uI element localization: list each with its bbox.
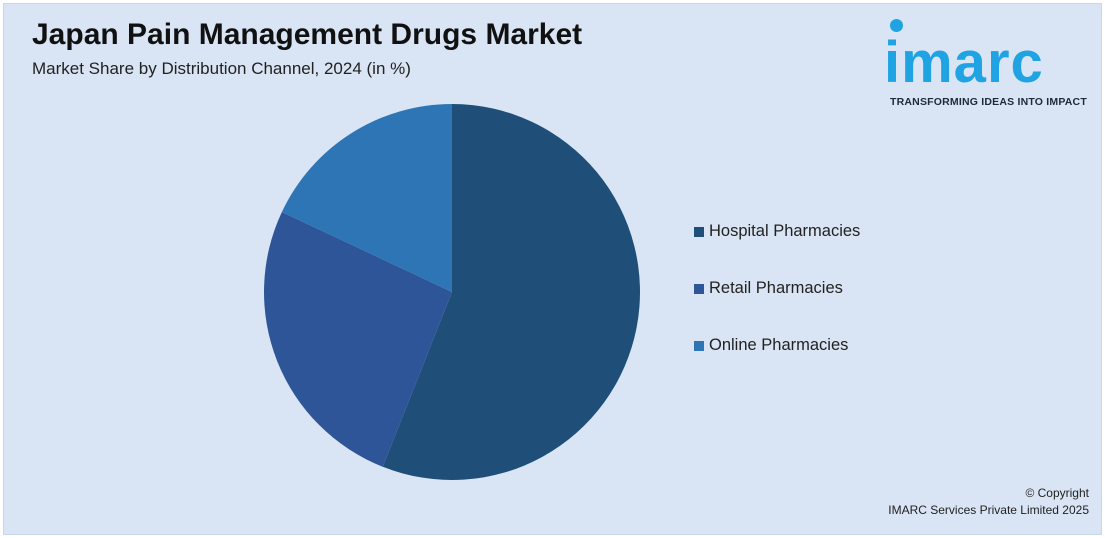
pie-slice-online-pharmacies	[281, 104, 452, 292]
pie-chart	[263, 104, 640, 480]
legend-item-online-pharmacies: Online Pharmacies	[694, 336, 848, 355]
copyright-line-1: © Copyright	[1025, 486, 1089, 500]
copyright-line-2: IMARC Services Private Limited 2025	[888, 503, 1089, 517]
chart-frame: Japan Pain Management Drugs Market Marke…	[3, 3, 1102, 535]
pie-slice-hospital-pharmacies	[382, 104, 640, 480]
legend-label: Online Pharmacies	[709, 336, 849, 354]
logo-wordmark: imarc	[884, 30, 1044, 95]
copyright-notice: © Copyright IMARC Services Private Limit…	[888, 485, 1089, 519]
chart-title: Japan Pain Management Drugs Market	[32, 18, 583, 51]
imarc-logo: imarc TRANSFORMING IDEAS INTO IMPACT	[882, 12, 1097, 112]
chart-subtitle: Market Share by Distribution Channel, 20…	[32, 59, 411, 78]
legend-swatch	[694, 283, 704, 294]
legend-label: Hospital Pharmacies	[709, 222, 861, 240]
legend-label: Retail Pharmacies	[709, 279, 843, 297]
legend-item-hospital-pharmacies: Hospital Pharmacies	[694, 222, 860, 241]
legend-item-retail-pharmacies: Retail Pharmacies	[694, 279, 843, 298]
legend-swatch	[694, 226, 704, 237]
logo-tagline: TRANSFORMING IDEAS INTO IMPACT	[890, 96, 1087, 108]
pie-slice-retail-pharmacies	[263, 211, 452, 467]
logo-dot-icon	[890, 19, 903, 32]
legend-swatch	[694, 340, 704, 351]
